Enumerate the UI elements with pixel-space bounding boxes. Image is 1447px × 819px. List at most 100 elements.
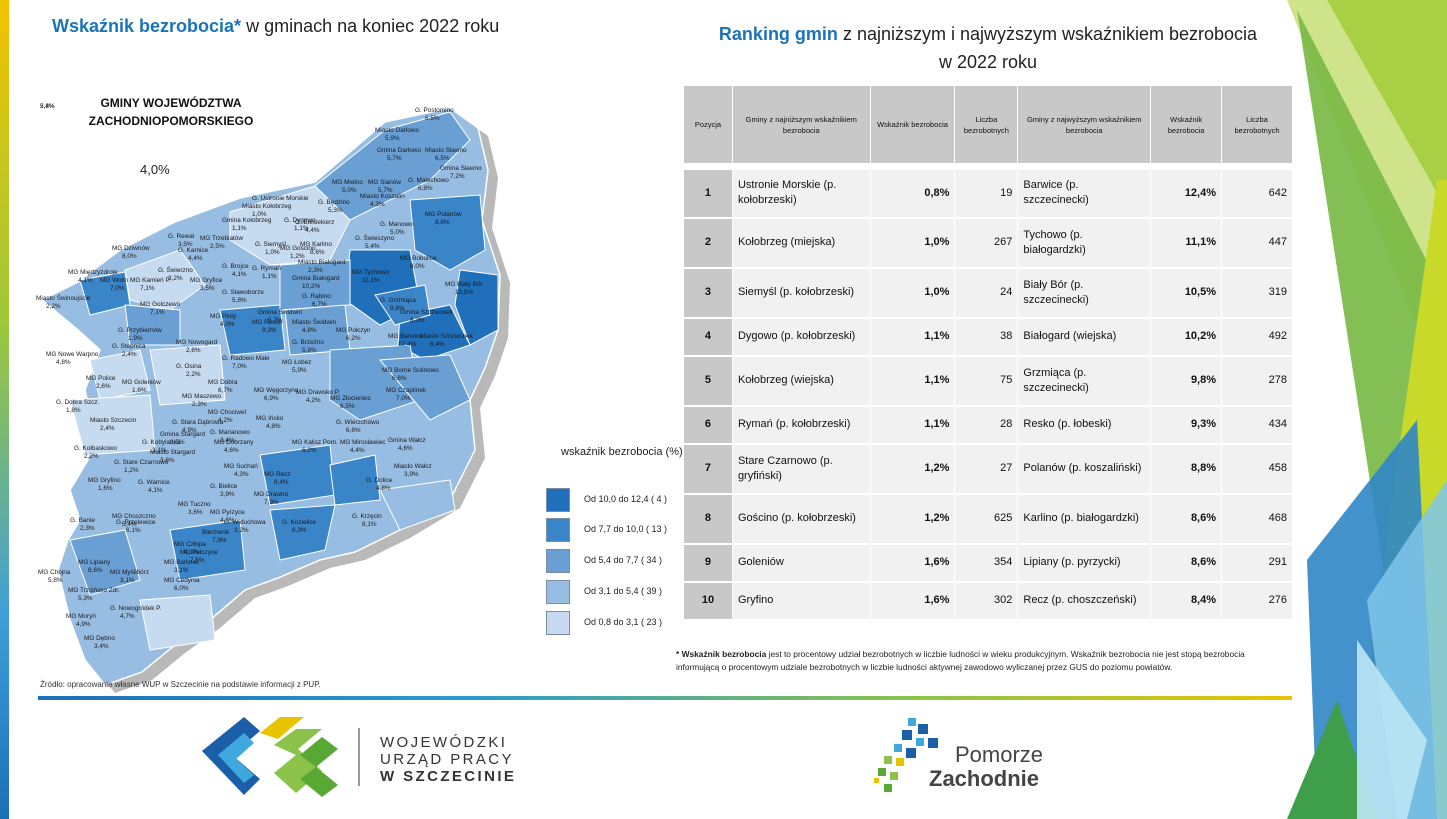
map-label-name: G. Karnice: [178, 247, 209, 254]
map-label-value: 1,0%: [265, 249, 280, 256]
map-label-value: 1,9%: [128, 335, 143, 342]
map-label-value: 5,9%: [292, 367, 307, 374]
cell-lowest-name: Rymań (p. kołobrzeski): [731, 405, 871, 445]
wup-name: WOJEWÓDZKI URZĄD PRACY W SZCZECINIE: [380, 734, 516, 785]
table-header-row: Pozycja Gminy z najniższym wskaźnikiem b…: [683, 85, 1293, 164]
map-label-value: 7,2%: [450, 173, 465, 180]
cell-lowest-count: 38: [954, 317, 1019, 357]
cell-lowest-count: 625: [954, 493, 1019, 545]
cell-highest-count: 319: [1221, 267, 1293, 319]
ranking-title-highlight: Ranking gmin: [718, 24, 838, 44]
map-label-name: Gmina Darłowo: [377, 147, 421, 154]
cell-lowest-name: Siemyśl (p. kołobrzeski): [731, 267, 871, 319]
map-label-value: 2,2%: [84, 453, 99, 460]
map-label-value: 1,8%: [66, 407, 81, 414]
cell-highest-name: Polanów (p. koszaliński): [1017, 443, 1152, 495]
map-label-name: G. Warnice: [138, 479, 170, 486]
map-label-name: G. Stepnica: [112, 343, 146, 350]
cell-position: 7: [683, 443, 733, 495]
map-label-name: MG Dobrzany: [214, 439, 254, 446]
footnote-bold: * Wskaźnik bezrobocia: [676, 649, 767, 659]
map-label-name: G. Widuchowa: [224, 519, 266, 526]
map-label-value: 7,1%: [150, 309, 165, 316]
map-label-value: 1,1%: [262, 273, 277, 280]
cell-highest-rate: 8,6%: [1150, 493, 1223, 545]
map-label-value: 7,5%: [190, 557, 205, 564]
map-label-name: MG Trzebiatów: [200, 235, 243, 242]
cell-highest-count: 291: [1221, 543, 1293, 583]
map-label-value: 7,0%: [110, 285, 125, 292]
cell-highest-count: 434: [1221, 405, 1293, 445]
map-label-name: MG Barwice: [388, 333, 423, 340]
legend-item: Od 10,0 do 12,4 ( 4 ): [546, 488, 676, 512]
map-label-name: MG Chojna: [38, 569, 71, 576]
cell-lowest-name: Stare Czarnowo (p. gryfiński): [731, 443, 871, 495]
map-label-name: G. Sławoborze: [222, 289, 264, 296]
map-label-name: MG Recz: [264, 471, 291, 478]
header-highest-count: Liczba bezrobotnych: [1221, 85, 1293, 164]
map-label-name: Gmina Szczecinek: [400, 309, 454, 316]
cell-position: 9: [683, 543, 733, 583]
map-label-value: 5,8%: [302, 347, 317, 354]
map-label-value: 2,4%: [100, 425, 115, 432]
legend-label: Od 7,7 do 10,0 ( 13 ): [584, 524, 668, 534]
map-label-value: 5,3%: [78, 595, 93, 602]
map-label-name: G. Siemyśl: [255, 241, 286, 248]
map-label-value: 5,4%: [40, 103, 55, 110]
cell-lowest-count: 267: [954, 217, 1019, 269]
map-label-name: G. Grzmiąca: [380, 297, 416, 304]
map-label-name: Miasto Szczecinek: [420, 333, 474, 340]
legend-title: wskaźnik bezrobocia (%): [561, 446, 683, 458]
map-label-value: 3,2%: [168, 275, 183, 282]
cell-lowest-rate: 1,0%: [869, 217, 956, 269]
map-label-value: 8,3%: [410, 317, 425, 324]
map-label-value: 5,7%: [378, 187, 393, 194]
map-label-value: 5,4%: [122, 521, 137, 528]
map-label-name: MG Drawno: [254, 491, 289, 498]
map-label-value: 7,9%: [264, 499, 279, 506]
map-label-name: MG Polanów: [425, 211, 462, 218]
map-label-value: 4,8%: [302, 327, 317, 334]
map-label-value: 6,7%: [268, 317, 283, 324]
map-label-name: Miasto Sławno: [425, 147, 467, 154]
map-label-name: G. Rymań: [252, 265, 281, 272]
map-label-value: 3,2%: [234, 527, 249, 534]
cell-highest-name: Białogard (wiejska): [1017, 317, 1152, 357]
map-label-value: 6,8%: [418, 185, 433, 192]
cell-lowest-rate: 1,2%: [869, 443, 956, 495]
pomorze-zachodnie-logo-icon: [874, 718, 938, 792]
map-label-name: Miasto Darłowo: [375, 127, 419, 134]
footer-divider: [38, 696, 1292, 700]
map-label-value: 8,0%: [410, 263, 425, 270]
map-label-value: 6,2%: [302, 447, 317, 454]
map-label-value: 4,8%: [56, 359, 71, 366]
cell-lowest-name: Gościno (p. kołobrzeski): [731, 493, 871, 545]
legend-swatch: [546, 488, 570, 512]
cell-lowest-count: 302: [954, 581, 1019, 621]
map-label-name: G. Boleszkowice: [30, 100, 78, 102]
map-label-value: 6,5%: [425, 115, 440, 122]
header-lowest-count: Liczba bezrobotnych: [954, 85, 1019, 164]
cell-lowest-rate: 1,1%: [869, 405, 956, 445]
cell-highest-count: 492: [1221, 317, 1293, 357]
cell-highest-count: 458: [1221, 443, 1293, 495]
map-label-value: 5,0%: [390, 229, 405, 236]
map-label-value: 6,7%: [312, 301, 327, 308]
map-label-name: G. Marianowo: [210, 429, 250, 436]
cell-lowest-count: 75: [954, 355, 1019, 407]
header-position: Pozycja: [683, 85, 733, 164]
separator-row: [683, 163, 1293, 170]
map-label-value: 4,7%: [120, 613, 135, 620]
map-label-value: 6,6%: [346, 427, 361, 434]
cell-lowest-count: 27: [954, 443, 1019, 495]
map-label-value: 1,6%: [132, 387, 147, 394]
map-label-name: MG Mirosławiec: [340, 439, 386, 446]
map-label-name: Bierzwnik: [202, 529, 230, 536]
map-label-value: 5,0%: [342, 187, 357, 194]
cell-lowest-rate: 1,0%: [869, 267, 956, 319]
cell-position: 10: [683, 581, 733, 621]
map-label-name: MG Kamień P.: [130, 277, 171, 284]
map-label-value: 3,1%: [152, 447, 167, 454]
map-label-name: MG Mieszkowice: [30, 100, 79, 102]
